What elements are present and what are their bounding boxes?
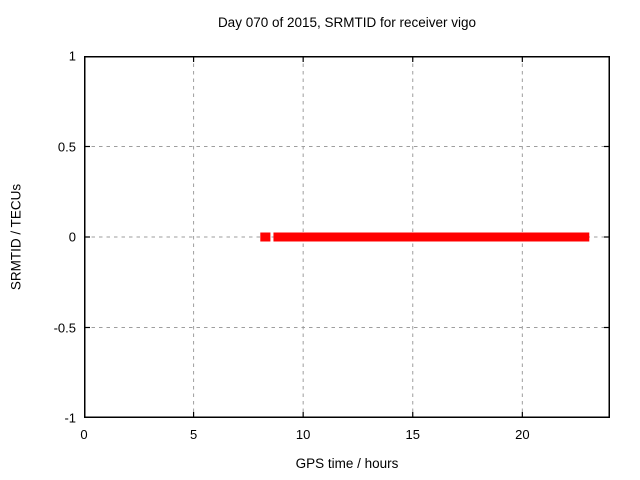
y-tick-label: 0.5 — [57, 139, 76, 154]
plot-area — [84, 56, 610, 418]
y-tick-label: -0.5 — [53, 320, 76, 335]
y-tick-label: -1 — [64, 410, 76, 426]
y-tick-label: 1 — [68, 48, 76, 64]
data-segment — [273, 232, 590, 242]
x-tick-label: 15 — [405, 427, 420, 442]
x-tick-label: 10 — [295, 427, 311, 442]
chart-title: Day 070 of 2015, SRMTID for receiver vig… — [217, 15, 477, 30]
plot-svg — [84, 56, 610, 418]
plot-border — [84, 56, 610, 418]
y-axis-label: SRMTID / TECUs — [8, 183, 24, 291]
x-tick-label: 5 — [189, 427, 198, 442]
x-tick-label: 0 — [80, 427, 88, 442]
data-segment — [260, 232, 271, 242]
y-tick-label: 0 — [68, 229, 76, 245]
x-tick-label: 20 — [515, 427, 530, 442]
x-axis-label: GPS time / hours — [295, 456, 399, 471]
